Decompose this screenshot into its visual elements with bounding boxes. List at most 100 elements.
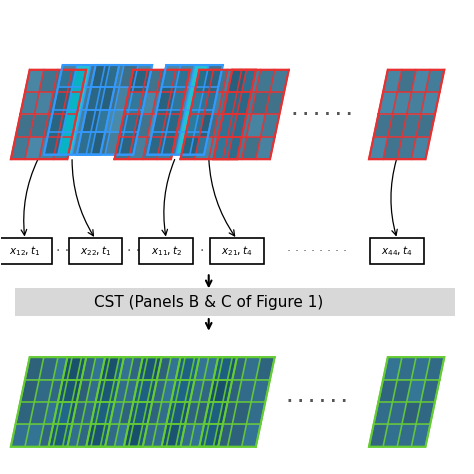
Polygon shape xyxy=(218,115,237,137)
Polygon shape xyxy=(190,357,209,380)
Polygon shape xyxy=(407,92,426,115)
Polygon shape xyxy=(100,87,119,110)
Polygon shape xyxy=(96,402,115,424)
Polygon shape xyxy=(176,65,195,87)
Polygon shape xyxy=(77,357,96,380)
Polygon shape xyxy=(162,65,181,87)
Polygon shape xyxy=(190,424,209,447)
Polygon shape xyxy=(100,65,119,87)
Polygon shape xyxy=(119,115,138,137)
Polygon shape xyxy=(185,380,204,402)
Polygon shape xyxy=(152,424,171,447)
Polygon shape xyxy=(411,424,430,447)
Polygon shape xyxy=(115,424,133,447)
Polygon shape xyxy=(67,70,86,92)
Polygon shape xyxy=(143,70,162,92)
Polygon shape xyxy=(63,380,82,402)
Polygon shape xyxy=(402,115,421,137)
Polygon shape xyxy=(44,115,63,137)
Polygon shape xyxy=(176,132,195,155)
Text: · · · · · ·: · · · · · · xyxy=(292,107,352,122)
Polygon shape xyxy=(228,115,246,137)
Polygon shape xyxy=(383,70,402,92)
Polygon shape xyxy=(162,132,181,155)
Polygon shape xyxy=(128,137,147,159)
Polygon shape xyxy=(133,380,152,402)
Polygon shape xyxy=(388,402,407,424)
Polygon shape xyxy=(96,380,115,402)
Polygon shape xyxy=(77,110,96,132)
Polygon shape xyxy=(86,65,105,87)
Polygon shape xyxy=(58,402,77,424)
Text: $x_{11},t_2$: $x_{11},t_2$ xyxy=(151,244,182,258)
Polygon shape xyxy=(77,132,96,155)
Polygon shape xyxy=(86,424,105,447)
Polygon shape xyxy=(213,380,232,402)
Polygon shape xyxy=(25,357,44,380)
Polygon shape xyxy=(25,70,44,92)
Polygon shape xyxy=(265,92,284,115)
Polygon shape xyxy=(157,137,176,159)
Polygon shape xyxy=(181,357,199,380)
Polygon shape xyxy=(171,380,190,402)
Text: · · · · · ·: · · · · · · xyxy=(287,394,347,410)
Polygon shape xyxy=(190,132,209,155)
Polygon shape xyxy=(35,92,53,115)
Polygon shape xyxy=(209,137,228,159)
Polygon shape xyxy=(374,402,392,424)
Polygon shape xyxy=(53,87,72,110)
Polygon shape xyxy=(91,110,110,132)
Polygon shape xyxy=(133,402,152,424)
Polygon shape xyxy=(143,357,162,380)
Polygon shape xyxy=(369,137,388,159)
Polygon shape xyxy=(223,70,242,92)
Polygon shape xyxy=(63,110,82,132)
Polygon shape xyxy=(48,110,67,132)
Polygon shape xyxy=(157,87,176,110)
Polygon shape xyxy=(53,402,72,424)
Polygon shape xyxy=(228,357,246,380)
Polygon shape xyxy=(30,115,48,137)
Polygon shape xyxy=(185,115,204,137)
Text: $x_{21},t_4$: $x_{21},t_4$ xyxy=(221,244,253,258)
Polygon shape xyxy=(86,380,105,402)
Polygon shape xyxy=(232,402,251,424)
Polygon shape xyxy=(44,132,63,155)
Polygon shape xyxy=(39,424,58,447)
Polygon shape xyxy=(128,424,147,447)
Polygon shape xyxy=(96,87,115,110)
Polygon shape xyxy=(181,110,199,132)
Polygon shape xyxy=(82,110,100,132)
Polygon shape xyxy=(162,380,181,402)
Polygon shape xyxy=(128,70,147,92)
Polygon shape xyxy=(77,424,96,447)
Polygon shape xyxy=(218,92,237,115)
Polygon shape xyxy=(190,65,209,87)
Polygon shape xyxy=(152,92,171,115)
Polygon shape xyxy=(176,424,195,447)
Polygon shape xyxy=(171,402,190,424)
Polygon shape xyxy=(397,137,416,159)
Polygon shape xyxy=(223,380,242,402)
Polygon shape xyxy=(143,137,162,159)
Polygon shape xyxy=(82,402,100,424)
Polygon shape xyxy=(251,92,270,115)
Polygon shape xyxy=(383,424,402,447)
Polygon shape xyxy=(162,115,181,137)
Polygon shape xyxy=(39,357,58,380)
Polygon shape xyxy=(369,424,388,447)
Polygon shape xyxy=(128,357,147,380)
Polygon shape xyxy=(237,380,256,402)
Polygon shape xyxy=(209,402,228,424)
Polygon shape xyxy=(48,92,67,115)
Polygon shape xyxy=(58,65,77,87)
FancyBboxPatch shape xyxy=(139,238,193,264)
Polygon shape xyxy=(213,424,232,447)
Polygon shape xyxy=(199,424,218,447)
Polygon shape xyxy=(91,402,110,424)
Polygon shape xyxy=(176,357,195,380)
Polygon shape xyxy=(237,70,256,92)
Polygon shape xyxy=(392,92,411,115)
Polygon shape xyxy=(388,115,407,137)
Polygon shape xyxy=(181,402,199,424)
